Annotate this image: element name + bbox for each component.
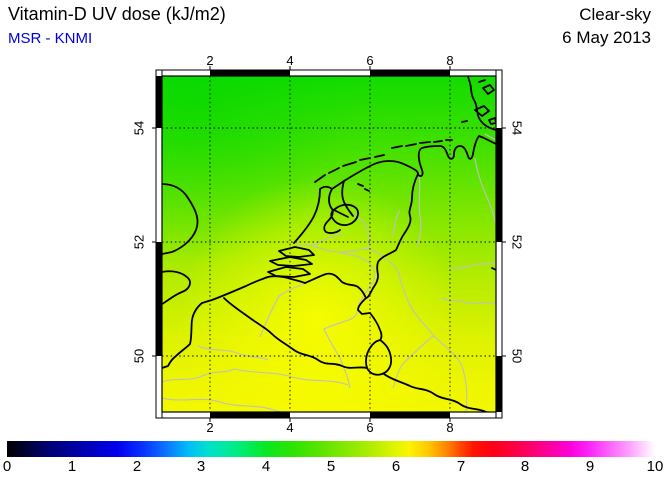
colorbar-tick-10: 10 bbox=[646, 458, 664, 475]
condition-label: Clear-sky bbox=[579, 5, 651, 24]
colorbar-tick-9: 9 bbox=[585, 458, 595, 475]
coast-north-of-elbe bbox=[467, 76, 496, 131]
coast-eiderstedt bbox=[474, 105, 490, 117]
colorbar-tick-8: 8 bbox=[520, 458, 530, 475]
colorbar-tick-5: 5 bbox=[326, 458, 336, 475]
date-label: 6 May 2013 bbox=[562, 28, 651, 47]
axis-ticks bbox=[152, 66, 506, 422]
border-nl-de bbox=[357, 173, 419, 315]
houtribdijk bbox=[331, 208, 349, 218]
coast-east-anglia bbox=[162, 183, 199, 255]
page-title: Vitamin-D UV dose (kJ/m2) bbox=[8, 4, 226, 24]
lon-tick-top-8: 8 bbox=[446, 53, 454, 68]
island-dash-a bbox=[478, 79, 486, 83]
colorbar-tick-4: 4 bbox=[261, 458, 271, 475]
colorbar-tick-7: 7 bbox=[456, 458, 466, 475]
coast-belgium bbox=[201, 275, 306, 304]
border-layer bbox=[223, 173, 491, 412]
colorbar-gradient bbox=[7, 441, 655, 457]
lat-tick-right-50: 50 bbox=[509, 348, 525, 364]
coast-nordfriesland-1 bbox=[482, 84, 495, 95]
colorbar-tick-3: 3 bbox=[196, 458, 206, 475]
lon-tick-top-4: 4 bbox=[286, 53, 294, 68]
coast-nordfriesland-2 bbox=[488, 117, 496, 125]
delta-island-3 bbox=[278, 246, 315, 258]
lat-tick-left-54: 54 bbox=[131, 120, 147, 136]
lat-tick-left-52: 52 bbox=[131, 234, 147, 250]
lon-tick-top-2: 2 bbox=[206, 53, 214, 68]
zebra-frame bbox=[152, 66, 506, 422]
source-label: MSR - KNMI bbox=[8, 30, 93, 47]
coastline-layer bbox=[162, 76, 496, 369]
rivers-layer bbox=[162, 133, 496, 412]
lon-tick-bottom-6: 6 bbox=[366, 420, 374, 435]
lat-tick-right-54: 54 bbox=[509, 120, 525, 136]
lon-tick-bottom-4: 4 bbox=[286, 420, 294, 435]
colorbar-tick-2: 2 bbox=[132, 458, 142, 475]
island-helgoland bbox=[461, 120, 468, 123]
coast-holland-wadden-german-bight bbox=[293, 135, 496, 244]
right-edge-mark bbox=[491, 267, 496, 271]
ijsselmeer bbox=[323, 180, 370, 234]
border-be-fr bbox=[223, 297, 368, 369]
lat-tick-left-50: 50 bbox=[131, 348, 147, 364]
dose-field bbox=[162, 76, 496, 412]
border-be-nl bbox=[304, 272, 367, 299]
border-be-de-lu bbox=[365, 312, 393, 376]
coast-kent bbox=[162, 270, 191, 305]
flevoland-polder bbox=[330, 203, 359, 226]
border-fr-de bbox=[383, 373, 491, 412]
colorbar-tick-1: 1 bbox=[67, 458, 77, 475]
lon-tick-top-6: 6 bbox=[366, 53, 374, 68]
lon-tick-bottom-2: 2 bbox=[206, 420, 214, 435]
coast-france bbox=[162, 302, 203, 369]
uv-dose-map bbox=[152, 66, 506, 422]
wadden-islands bbox=[314, 139, 453, 183]
graticule-layer bbox=[162, 76, 496, 412]
delta-island-1 bbox=[267, 266, 311, 278]
colorbar-tick-6: 6 bbox=[391, 458, 401, 475]
lat-tick-right-52: 52 bbox=[509, 234, 525, 250]
colorbar-tick-0: 0 bbox=[2, 458, 12, 475]
lon-tick-bottom-8: 8 bbox=[446, 420, 454, 435]
